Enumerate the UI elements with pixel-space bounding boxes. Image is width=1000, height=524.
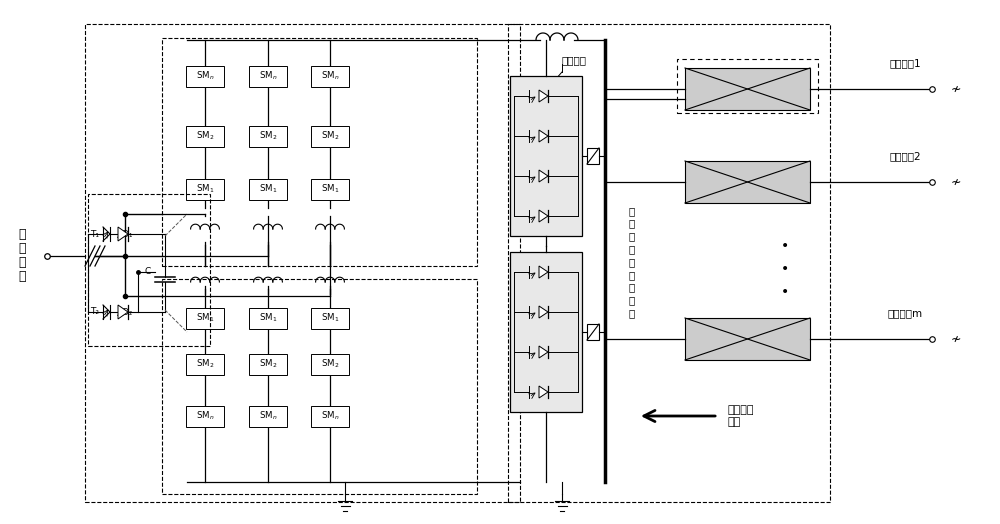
Text: SM$_2$: SM$_2$ <box>196 358 214 370</box>
Polygon shape <box>118 305 128 319</box>
Bar <box>677 59 818 113</box>
Text: 直流线路1: 直流线路1 <box>889 58 921 68</box>
Text: SM$_1$: SM$_1$ <box>321 312 339 324</box>
Text: •: • <box>781 239 789 253</box>
Text: SM$_2$: SM$_2$ <box>196 130 214 142</box>
Bar <box>311 354 349 375</box>
Bar <box>249 354 287 375</box>
Text: SM$_n$: SM$_n$ <box>259 410 277 422</box>
Bar <box>311 308 349 329</box>
Bar <box>249 66 287 86</box>
Bar <box>508 24 830 502</box>
Polygon shape <box>539 346 548 358</box>
Text: T₂: T₂ <box>90 308 100 316</box>
Bar <box>162 38 477 266</box>
Bar <box>249 126 287 147</box>
Bar <box>587 324 599 340</box>
Text: $\mathsf{≁}$: $\mathsf{≁}$ <box>950 176 962 189</box>
Text: △D₂: △D₂ <box>117 308 133 316</box>
Polygon shape <box>539 386 548 398</box>
Text: $\mathsf{≁}$: $\mathsf{≁}$ <box>950 82 962 95</box>
Polygon shape <box>539 210 548 222</box>
Bar <box>311 406 349 427</box>
Text: 故障断流
支路: 故障断流 支路 <box>728 405 755 427</box>
Bar <box>186 354 224 375</box>
Text: C: C <box>145 267 151 277</box>
Bar <box>186 66 224 86</box>
Text: 主
动
短
路
式
断
流
开
关: 主 动 短 路 式 断 流 开 关 <box>629 206 635 318</box>
Text: $\mathsf{≁}$: $\mathsf{≁}$ <box>950 333 962 345</box>
Text: SM$_n$: SM$_n$ <box>321 410 339 422</box>
Bar <box>186 308 224 329</box>
Text: SM$_2$: SM$_2$ <box>259 358 277 370</box>
Text: SM$_1$: SM$_1$ <box>321 183 339 195</box>
Bar <box>88 194 210 346</box>
Bar <box>685 161 810 203</box>
Text: SM$_1$: SM$_1$ <box>196 183 214 195</box>
Bar <box>311 179 349 200</box>
Text: SM$_n$: SM$_n$ <box>321 70 339 82</box>
Text: SM$_1$: SM$_1$ <box>259 312 277 324</box>
Polygon shape <box>539 170 548 182</box>
Text: 直流线路m: 直流线路m <box>887 308 923 318</box>
Text: SM$_1$: SM$_1$ <box>196 312 214 324</box>
Text: 隔离开关: 隔离开关 <box>562 55 587 65</box>
Bar <box>510 252 582 412</box>
Bar <box>85 24 520 502</box>
Polygon shape <box>539 90 548 102</box>
Bar <box>510 76 582 236</box>
Polygon shape <box>539 266 548 278</box>
Bar <box>685 318 810 360</box>
Polygon shape <box>539 130 548 142</box>
Text: SM$_2$: SM$_2$ <box>321 130 339 142</box>
Bar <box>249 406 287 427</box>
Polygon shape <box>539 306 548 318</box>
Bar <box>249 308 287 329</box>
Text: •: • <box>781 262 789 276</box>
Bar <box>249 179 287 200</box>
Text: SM$_1$: SM$_1$ <box>259 183 277 195</box>
Polygon shape <box>118 227 128 241</box>
Bar <box>311 126 349 147</box>
Text: 交
流
电
网: 交 流 电 网 <box>18 228 26 283</box>
Text: SM$_2$: SM$_2$ <box>321 358 339 370</box>
Text: SM$_n$: SM$_n$ <box>259 70 277 82</box>
Bar <box>186 179 224 200</box>
Bar <box>186 126 224 147</box>
Bar <box>587 148 599 164</box>
Text: T₁: T₁ <box>90 230 100 238</box>
Text: SM$_n$: SM$_n$ <box>196 70 214 82</box>
Bar <box>685 68 810 110</box>
Bar <box>186 406 224 427</box>
Text: 直流线路2: 直流线路2 <box>889 151 921 161</box>
Bar <box>311 66 349 86</box>
Text: SM$_2$: SM$_2$ <box>259 130 277 142</box>
Bar <box>162 279 477 494</box>
Text: •: • <box>781 285 789 299</box>
Text: △D₁: △D₁ <box>117 230 133 238</box>
Text: SM$_n$: SM$_n$ <box>196 410 214 422</box>
